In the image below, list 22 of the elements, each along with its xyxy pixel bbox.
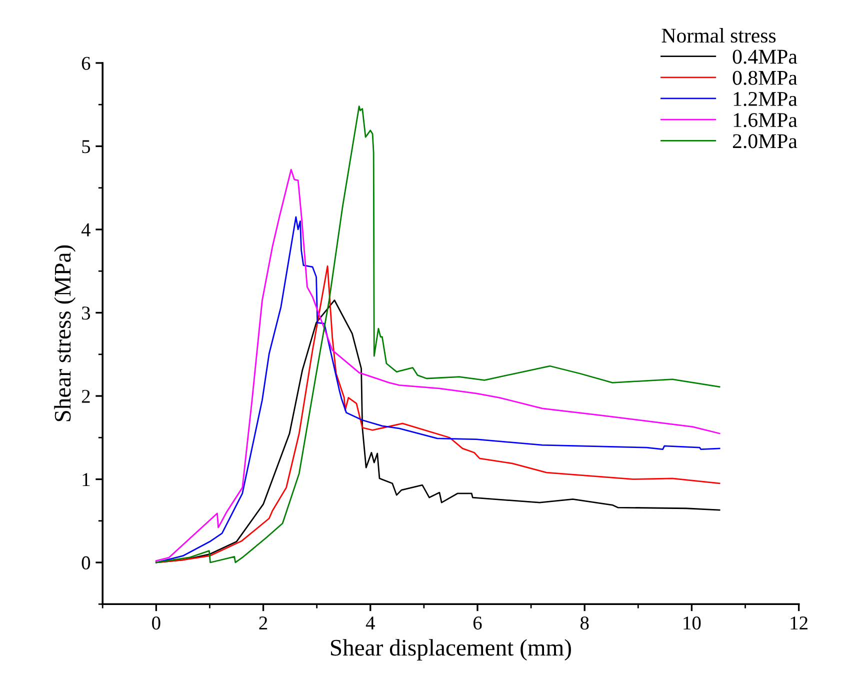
legend-label: 1.2MPa — [734, 92, 798, 106]
y-tick-label: 1 — [82, 473, 90, 486]
x-tick-label: 0 — [152, 616, 160, 630]
y-tick-label: 2 — [82, 390, 90, 403]
x-tick-label: 4 — [366, 616, 375, 630]
y-tick-label: 5 — [82, 140, 90, 154]
y-axis-title: Shear stress (MPa) — [54, 245, 76, 422]
x-tick-label: 2 — [259, 616, 268, 630]
y-tick-label: 3 — [82, 306, 90, 320]
x-tick-label: 8 — [580, 616, 589, 630]
legend-label: 0.8MPa — [732, 70, 798, 85]
x-tick-label: 12 — [790, 616, 808, 630]
legend-label: 1.6MPa — [734, 113, 798, 128]
y-tick-label: 0 — [82, 556, 90, 570]
x-tick-label: 10 — [684, 616, 701, 630]
legend-label: 2.0MPa — [732, 134, 798, 148]
legend-title: Normal stress — [662, 28, 776, 43]
y-tick-label: 4 — [81, 223, 90, 236]
x-tick-label: 6 — [473, 616, 482, 630]
y-tick-label: 6 — [82, 56, 90, 70]
x-axis-title: Shear displacement (mm) — [330, 639, 571, 661]
legend-label: 0.4MPa — [732, 50, 798, 64]
